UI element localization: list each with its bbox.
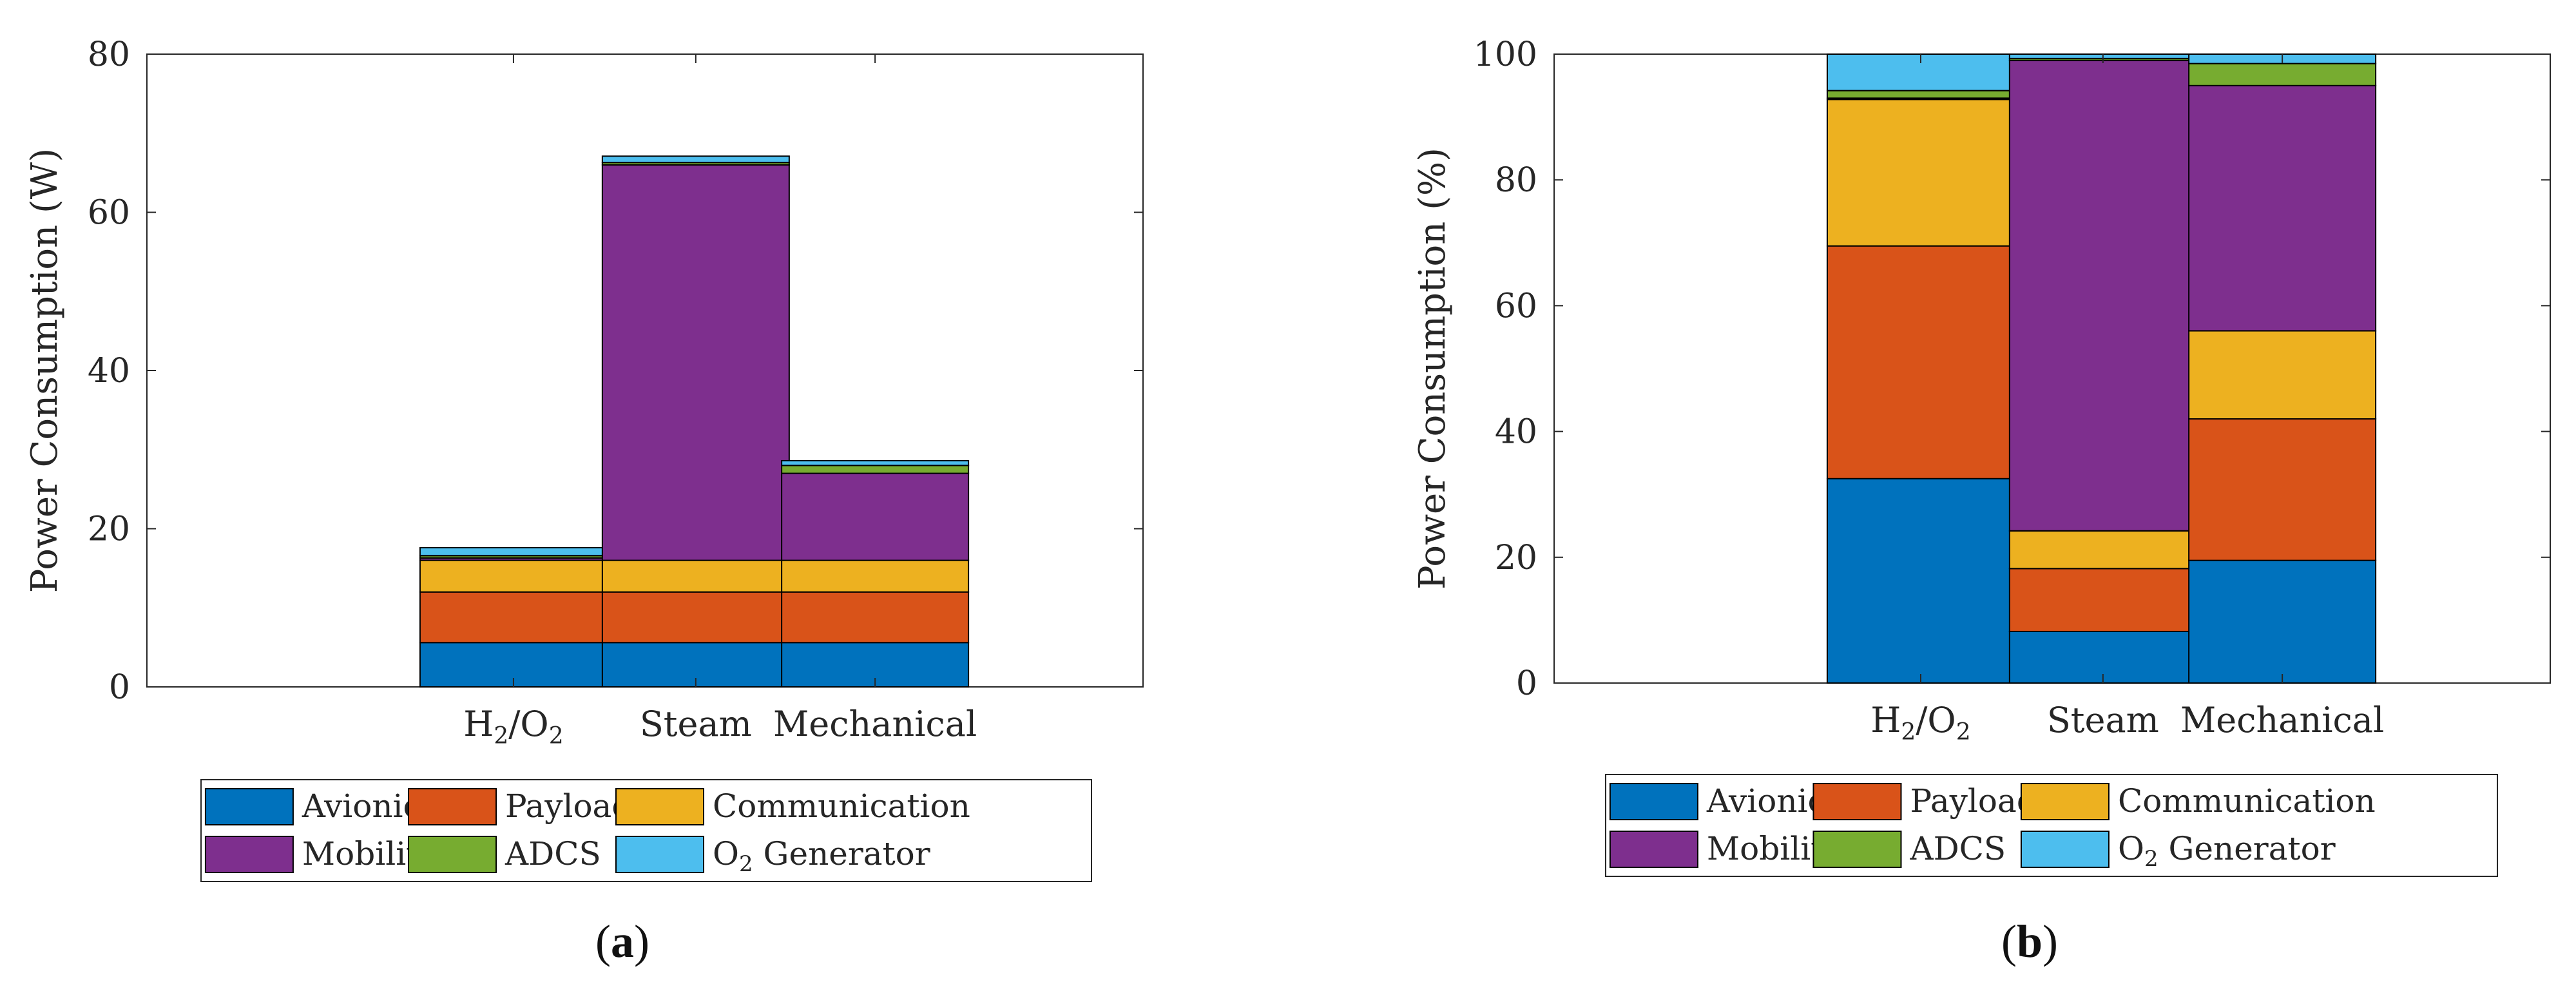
bar-adcs	[781, 465, 970, 474]
legend-swatch	[408, 788, 497, 825]
legend-swatch	[1609, 831, 1698, 868]
bar-communication	[2188, 330, 2377, 420]
bar-o2-generator	[419, 546, 608, 557]
bar-payload	[1826, 245, 2015, 479]
bar-communication	[601, 559, 790, 593]
panel-label-a: (a)	[595, 916, 649, 967]
legend-swatch	[615, 788, 705, 825]
legend-swatch	[1812, 783, 1902, 820]
legend-swatch	[1609, 783, 1698, 820]
legend-swatch	[204, 836, 294, 873]
legend-swatch	[1812, 831, 1902, 868]
x-tick-label: Steam	[2047, 700, 2159, 740]
legend-label: Communication	[713, 787, 970, 825]
legend-swatch	[204, 788, 294, 825]
panel-label-b: (b)	[2001, 916, 2058, 967]
bar-avionics	[2188, 559, 2377, 684]
bar-payload	[601, 591, 790, 644]
y-tick-label: 60	[1495, 287, 1537, 325]
legend-label: O2 Generator	[713, 835, 930, 877]
y-tick-label: 0	[109, 668, 130, 707]
bar-payload	[419, 591, 608, 644]
x-tick-label: H2/O2	[463, 704, 563, 749]
y-tick-label: 20	[1495, 539, 1537, 577]
y-tick-label: 40	[1495, 413, 1537, 452]
legend-label: ADCS	[505, 835, 601, 872]
bar-communication	[1826, 99, 2015, 247]
bar-mobility	[2008, 59, 2197, 532]
y-tick-label: 20	[88, 510, 130, 549]
bar-communication	[419, 559, 608, 593]
bar-mobility	[2188, 84, 2377, 332]
legend-swatch	[408, 836, 497, 873]
bar-adcs	[2188, 63, 2377, 86]
bar-communication	[781, 559, 970, 593]
bar-adcs	[1826, 90, 2015, 99]
x-tick-label: Mechanical	[2180, 700, 2384, 740]
y-tick-label: 80	[88, 35, 130, 74]
legend-label: Payload	[505, 787, 632, 825]
y-tick-label: 60	[88, 194, 130, 233]
legend-label: O2 Generator	[2118, 830, 2336, 872]
bar-mobility	[601, 164, 790, 561]
bar-avionics	[1826, 477, 2015, 684]
bar-payload	[2188, 418, 2377, 561]
bar-mobility	[781, 472, 970, 561]
y-tick-label: 80	[1495, 161, 1537, 200]
legend-label: Communication	[2118, 782, 2376, 820]
bar-communication	[2008, 530, 2197, 570]
y-tick-label: 0	[1516, 664, 1537, 703]
y-axis-label: Power Consumption (W)	[24, 148, 66, 593]
bar-o2-generator	[601, 155, 790, 164]
y-tick-label: 100	[1474, 35, 1537, 74]
legend-swatch	[615, 836, 705, 873]
chart-panel-a: 0 20 40 60 80 Power Consumption (W) H2/O2 Steam…	[24, 35, 1144, 882]
bar-o2-generator	[781, 459, 970, 467]
x-tick-label: Steam	[640, 704, 752, 744]
x-tick-label: H2/O2	[1870, 700, 1970, 746]
bar-payload	[2008, 568, 2197, 632]
legend-label: Payload	[1910, 782, 2037, 820]
bar-payload	[781, 591, 970, 644]
legend-swatch	[2020, 831, 2110, 868]
chart-panel-b: 0 20 40 60 80 100 Power Consumption (%) H2/O2 St…	[1412, 35, 2551, 877]
legend-label: ADCS	[1909, 830, 2006, 867]
x-tick-label: Mechanical	[773, 704, 977, 744]
y-axis-label: Power Consumption (%)	[1412, 148, 1454, 590]
y-tick-label: 40	[88, 352, 130, 390]
legend-swatch	[2020, 783, 2110, 820]
